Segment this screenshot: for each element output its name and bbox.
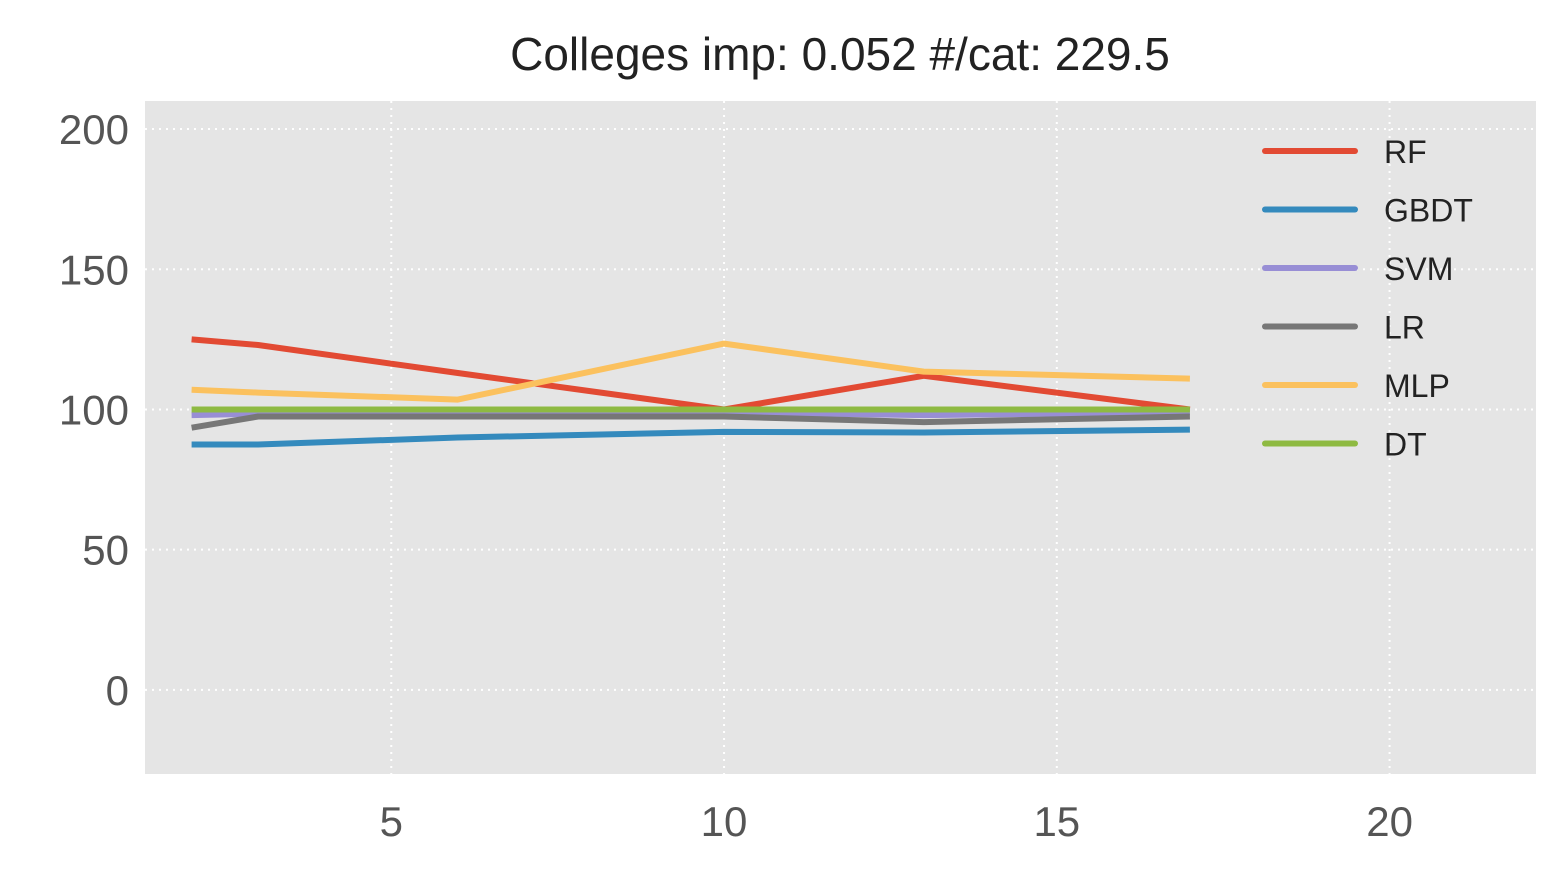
legend-item-lr: LR xyxy=(1262,310,1425,346)
legend-item-dt: DT xyxy=(1262,427,1427,463)
series-line-rf xyxy=(191,336,1191,413)
y-tick-label: 100 xyxy=(59,386,129,433)
legend-label: SVM xyxy=(1384,251,1453,287)
chart-title: Colleges imp: 0.052 #/cat: 229.5 xyxy=(510,28,1170,80)
series-lines xyxy=(191,336,1191,448)
legend-label: GBDT xyxy=(1384,193,1473,229)
y-tick-label: 50 xyxy=(82,527,129,574)
legend-item-rf: RF xyxy=(1262,134,1427,170)
legend: RF GBDT SVM LR MLP DT xyxy=(1262,134,1473,463)
y-tick-label: 150 xyxy=(59,246,129,293)
x-tick-label: 15 xyxy=(1033,798,1080,845)
legend-item-svm: SVM xyxy=(1262,251,1453,287)
x-tick-label: 20 xyxy=(1366,798,1413,845)
series-line-lr xyxy=(191,413,1190,431)
legend-item-mlp: MLP xyxy=(1262,368,1450,404)
legend-label: MLP xyxy=(1384,368,1450,404)
y-tick-labels: 0 50 100 150 200 xyxy=(59,106,129,714)
legend-label: DT xyxy=(1384,427,1427,463)
x-tick-label: 10 xyxy=(701,798,748,845)
legend-label: RF xyxy=(1384,134,1427,170)
plot-background xyxy=(145,101,1536,774)
series-line-mlp xyxy=(191,340,1190,403)
legend-label: LR xyxy=(1384,310,1425,346)
y-tick-label: 200 xyxy=(59,106,129,153)
y-tick-label: 0 xyxy=(106,667,129,714)
x-tick-labels: 5 10 15 20 xyxy=(380,798,1413,845)
legend-item-gbdt: GBDT xyxy=(1262,193,1473,229)
x-tick-label: 5 xyxy=(380,798,403,845)
series-line-gbdt xyxy=(191,426,1190,448)
